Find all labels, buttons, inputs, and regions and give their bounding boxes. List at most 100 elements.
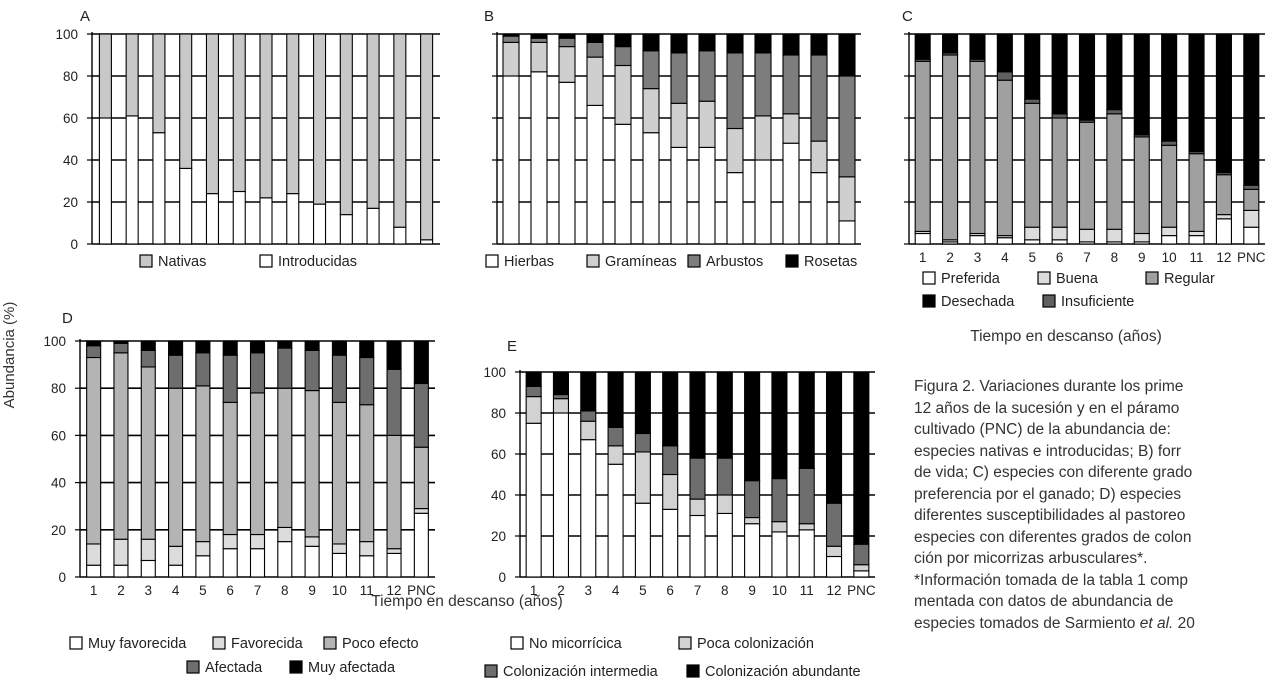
bar-segment	[1188, 33, 1205, 153]
bar-segment	[744, 516, 761, 525]
bar-segment	[525, 385, 542, 398]
bar-segment	[825, 371, 843, 504]
x-tick-label: 6	[666, 583, 674, 598]
bar-segment	[1215, 218, 1232, 245]
caption-line: cultivado (PNC) de la abundancia de:	[914, 421, 1171, 438]
legend-label: Colonización intermedia	[503, 664, 659, 680]
bar-segment	[1051, 226, 1068, 241]
bar-segment	[1133, 232, 1150, 243]
bar-segment	[634, 502, 651, 578]
bar-segment	[331, 552, 347, 578]
bar-segment	[420, 239, 434, 245]
bar-segment	[530, 33, 548, 39]
legend-swatch	[484, 664, 498, 678]
bar-segment	[614, 46, 632, 67]
x-tick-label: PNC	[847, 583, 876, 598]
panel-b: B Hierbas Gramíneas Arbustos Rosetas	[484, 8, 861, 270]
bar-segment	[1161, 144, 1178, 228]
bar-segment	[1051, 113, 1068, 119]
bar-segment	[195, 541, 211, 557]
y-tick-label: 80	[491, 406, 506, 421]
bar-segment	[771, 531, 788, 578]
bar-segment	[670, 52, 688, 104]
bar-segment	[259, 33, 273, 199]
legend-label: Favorecida	[231, 636, 304, 652]
bar-segment	[168, 387, 184, 547]
bar-segment	[331, 543, 347, 554]
bar-segment	[838, 33, 856, 77]
legend-label: Gramíneas	[605, 254, 677, 270]
x-tick-label: 2	[557, 583, 565, 598]
bar-segment	[996, 237, 1013, 245]
bar-segment	[698, 146, 716, 245]
bar-segment	[838, 75, 856, 178]
legend-swatch	[69, 636, 83, 650]
y-tick-label: 60	[491, 447, 506, 462]
bar-segment	[853, 570, 870, 578]
bar-segment	[195, 385, 211, 543]
bar-segment	[698, 100, 716, 148]
bar-segment	[580, 439, 597, 578]
bar-segment	[359, 555, 375, 578]
legend-label: Poca colonización	[697, 636, 814, 652]
bar-segment	[825, 545, 843, 558]
panel-label: D	[62, 310, 73, 327]
bar-segment	[689, 514, 706, 578]
x-tick-label: 1	[919, 250, 927, 265]
bar-segment	[386, 368, 402, 436]
bar-segment	[525, 396, 542, 424]
bar-segment	[249, 548, 266, 578]
bar-segment	[420, 33, 434, 241]
caption-line: Figura 2. Variaciones durante los prime	[914, 378, 1184, 395]
bar-segment	[140, 340, 156, 351]
x-tick-label: 3	[585, 583, 593, 598]
bar-segment	[726, 52, 744, 130]
bar-segment	[771, 371, 788, 480]
x-tick-label: 10	[332, 583, 347, 598]
y-tick-label: 100	[43, 334, 66, 349]
bar-segment	[277, 526, 293, 543]
bar-segment	[304, 349, 320, 392]
caption-line: de vida; C) especies con diferente grado	[914, 464, 1193, 481]
x-axis-label-c: Tiempo en descanso (años)	[970, 328, 1162, 345]
bar-segment	[386, 340, 402, 370]
bar-segment	[586, 33, 604, 43]
bar-segment	[662, 473, 679, 510]
y-tick-label: 0	[58, 570, 66, 585]
bar-segment	[393, 33, 407, 228]
bar-segment	[607, 445, 624, 465]
bar-segment	[232, 190, 246, 245]
legend-label: Rosetas	[804, 254, 857, 270]
bar-segment	[996, 71, 1013, 81]
caption-line: *Información tomada de la tabla 1 comp	[914, 571, 1188, 589]
bar-segment	[222, 401, 238, 536]
legend-swatch	[686, 664, 700, 678]
bar-segment	[586, 41, 604, 58]
bar-segment	[1215, 174, 1232, 216]
bar-segment	[607, 463, 624, 578]
x-tick-label: 1	[90, 583, 98, 598]
bar-segment	[113, 564, 129, 578]
bar-segment	[838, 220, 856, 245]
bar-segment	[1078, 33, 1096, 121]
x-tick-label: 8	[281, 583, 289, 598]
bar-segment	[286, 193, 300, 245]
bar-segment	[222, 354, 238, 403]
bar-segment	[1051, 33, 1068, 115]
caption-text: especies tomados de Sarmiento	[914, 614, 1140, 632]
bar-segment	[249, 533, 266, 550]
legend-swatch	[186, 660, 200, 674]
bar-segment	[744, 523, 761, 578]
y-tick-label: 80	[63, 69, 78, 84]
legend-label: Muy afectada	[308, 660, 396, 676]
legend-label: Muy favorecida	[88, 636, 187, 652]
x-axis-label-bottom: Tiempo en descanso (años)	[371, 593, 563, 610]
bar-segment	[359, 404, 375, 543]
bar-segment	[798, 529, 815, 578]
bar-segment	[304, 390, 320, 538]
x-tick-label: 5	[639, 583, 647, 598]
bar-segment	[969, 235, 986, 245]
